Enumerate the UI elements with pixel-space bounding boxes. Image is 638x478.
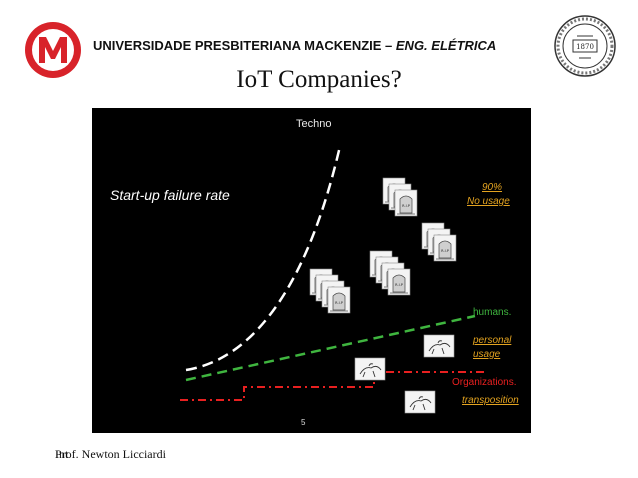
no-usage-label: No usage [467, 196, 510, 207]
university-seal-icon: 1870 [554, 15, 616, 77]
organizations-sketch [354, 357, 386, 381]
personal-usage-sketch [423, 334, 455, 358]
footer-author-text: Prof. Newton Licciardi [55, 447, 166, 461]
tombstone-cluster-2 [421, 222, 457, 262]
figure-panel: R.I.P [92, 108, 531, 433]
techno-label: Techno [296, 118, 332, 130]
techno-curve [185, 145, 342, 372]
humans-label: humans. [473, 307, 512, 318]
usage-label: usage [473, 349, 501, 360]
transposition-label: transposition [462, 395, 519, 406]
tombstone-cluster-3 [369, 250, 411, 296]
footer-overlap-text: Int [55, 447, 69, 461]
personal-label: personal [473, 335, 512, 346]
organizations-label: Organizations. [452, 377, 517, 388]
university-name: UNIVERSIDADE PRESBITERIANA MACKENZIE – E… [93, 38, 543, 53]
humans-line [185, 314, 476, 382]
tombstone-cluster-1 [382, 177, 418, 217]
organizations-line [180, 371, 487, 401]
mackenzie-logo [25, 22, 81, 78]
department-text: ENG. ELÉTRICA [395, 38, 497, 53]
transposition-sketch [404, 390, 436, 414]
page-number: 5 [301, 418, 306, 427]
percent-label: 90% [482, 182, 503, 193]
tombstone-cluster-4 [309, 268, 351, 314]
failure-rate-label: Start-up failure rate [110, 187, 230, 203]
figure-graphics: R.I.P [180, 145, 487, 414]
footer-author: Prof. Newton Licciardi Int [55, 447, 166, 462]
seal-year: 1870 [576, 43, 594, 51]
slide-title: IoT Companies? [236, 66, 402, 93]
university-text: UNIVERSIDADE PRESBITERIANA MACKENZIE – [93, 38, 396, 53]
